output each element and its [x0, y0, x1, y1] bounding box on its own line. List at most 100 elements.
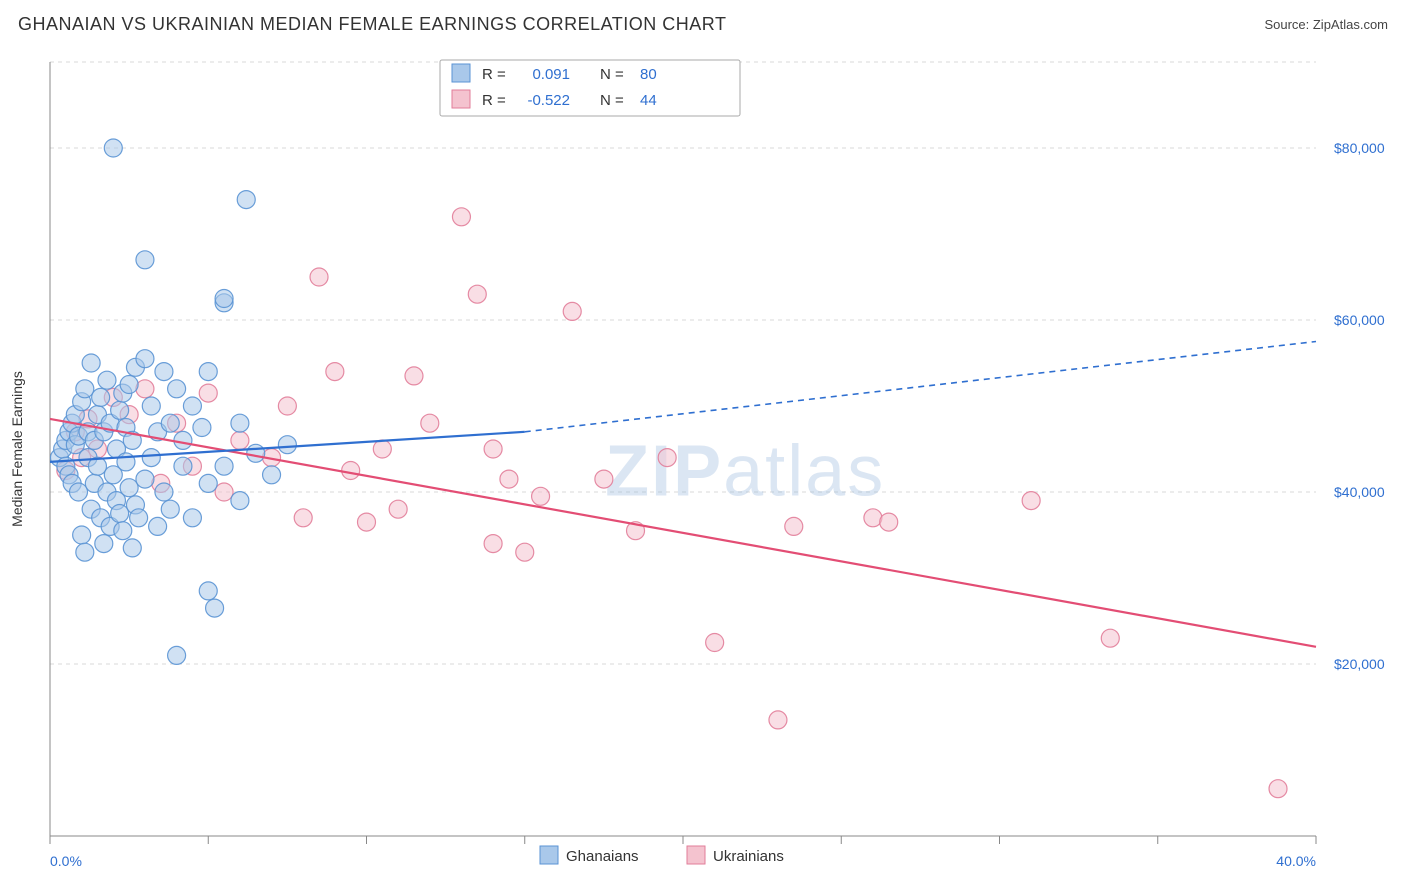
point-ukrainians — [342, 462, 360, 480]
point-ghanaians — [168, 380, 186, 398]
point-ghanaians — [120, 376, 138, 394]
point-ukrainians — [484, 535, 502, 553]
point-ukrainians — [421, 414, 439, 432]
point-ghanaians — [199, 474, 217, 492]
point-ukrainians — [373, 440, 391, 458]
point-ghanaians — [104, 139, 122, 157]
point-ghanaians — [111, 401, 129, 419]
trendline-ghanaians-dashed — [525, 342, 1316, 432]
point-ghanaians — [120, 479, 138, 497]
point-ghanaians — [161, 414, 179, 432]
point-ukrainians — [1022, 492, 1040, 510]
point-ukrainians — [785, 517, 803, 535]
legend-swatch — [452, 90, 470, 108]
point-ghanaians — [231, 414, 249, 432]
legend-r-label: R = — [482, 92, 506, 109]
point-ghanaians — [168, 646, 186, 664]
point-ukrainians — [1101, 629, 1119, 647]
point-ghanaians — [114, 522, 132, 540]
point-ukrainians — [516, 543, 534, 561]
point-ghanaians — [98, 371, 116, 389]
watermark: ZIPatlas — [605, 431, 885, 511]
point-ghanaians — [111, 505, 129, 523]
point-ghanaians — [92, 388, 110, 406]
point-ukrainians — [706, 634, 724, 652]
point-ghanaians — [73, 526, 91, 544]
point-ghanaians — [193, 419, 211, 437]
point-ghanaians — [76, 543, 94, 561]
x-max-label: 40.0% — [1276, 853, 1316, 869]
y-axis-label: Median Female Earnings — [9, 371, 25, 527]
point-ukrainians — [880, 513, 898, 531]
legend-r-value: -0.522 — [527, 92, 570, 109]
legend-n-label: N = — [600, 92, 624, 109]
point-ghanaians — [206, 599, 224, 617]
point-ukrainians — [358, 513, 376, 531]
legend-label: Ukrainians — [713, 848, 784, 865]
point-ghanaians — [199, 582, 217, 600]
point-ghanaians — [174, 457, 192, 475]
y-tick-label: $40,000 — [1334, 484, 1385, 500]
point-ghanaians — [142, 449, 160, 467]
legend-swatch — [687, 846, 705, 864]
point-ghanaians — [136, 251, 154, 269]
point-ukrainians — [864, 509, 882, 527]
point-ghanaians — [237, 191, 255, 209]
point-ghanaians — [149, 517, 167, 535]
point-ghanaians — [247, 444, 265, 462]
chart-area: $20,000$40,000$60,000$80,000ZIPatlas0.0%… — [0, 48, 1406, 892]
y-tick-label: $20,000 — [1334, 656, 1385, 672]
point-ghanaians — [174, 431, 192, 449]
point-ukrainians — [389, 500, 407, 518]
point-ghanaians — [215, 457, 233, 475]
point-ukrainians — [500, 470, 518, 488]
point-ghanaians — [82, 354, 100, 372]
point-ghanaians — [136, 470, 154, 488]
point-ukrainians — [278, 397, 296, 415]
legend-r-label: R = — [482, 66, 506, 83]
point-ukrainians — [563, 302, 581, 320]
legend-n-label: N = — [600, 66, 624, 83]
point-ghanaians — [142, 397, 160, 415]
point-ghanaians — [76, 380, 94, 398]
point-ghanaians — [183, 509, 201, 527]
chart-header: GHANAIAN VS UKRAINIAN MEDIAN FEMALE EARN… — [0, 0, 1406, 48]
point-ghanaians — [199, 363, 217, 381]
point-ukrainians — [658, 449, 676, 467]
y-tick-label: $80,000 — [1334, 140, 1385, 156]
point-ukrainians — [484, 440, 502, 458]
point-ukrainians — [1269, 780, 1287, 798]
chart-title: GHANAIAN VS UKRAINIAN MEDIAN FEMALE EARN… — [18, 14, 726, 35]
legend-r-value: 0.091 — [532, 66, 570, 83]
point-ghanaians — [136, 350, 154, 368]
point-ghanaians — [95, 535, 113, 553]
point-ghanaians — [69, 483, 87, 501]
point-ghanaians — [215, 290, 233, 308]
point-ghanaians — [155, 363, 173, 381]
point-ukrainians — [326, 363, 344, 381]
point-ghanaians — [155, 483, 173, 501]
point-ghanaians — [263, 466, 281, 484]
y-tick-label: $60,000 — [1334, 312, 1385, 328]
point-ukrainians — [199, 384, 217, 402]
legend-n-value: 44 — [640, 92, 657, 109]
point-ukrainians — [136, 380, 154, 398]
point-ukrainians — [231, 431, 249, 449]
point-ghanaians — [161, 500, 179, 518]
legend-n-value: 80 — [640, 66, 657, 83]
point-ghanaians — [183, 397, 201, 415]
source-attribution: Source: ZipAtlas.com — [1264, 17, 1388, 32]
point-ukrainians — [769, 711, 787, 729]
legend-swatch — [540, 846, 558, 864]
point-ghanaians — [278, 436, 296, 454]
legend-label: Ghanaians — [566, 848, 639, 865]
point-ukrainians — [595, 470, 613, 488]
point-ghanaians — [130, 509, 148, 527]
point-ukrainians — [468, 285, 486, 303]
point-ukrainians — [215, 483, 233, 501]
point-ghanaians — [231, 492, 249, 510]
point-ukrainians — [294, 509, 312, 527]
scatter-chart: $20,000$40,000$60,000$80,000ZIPatlas0.0%… — [0, 48, 1406, 892]
point-ghanaians — [123, 539, 141, 557]
point-ukrainians — [405, 367, 423, 385]
